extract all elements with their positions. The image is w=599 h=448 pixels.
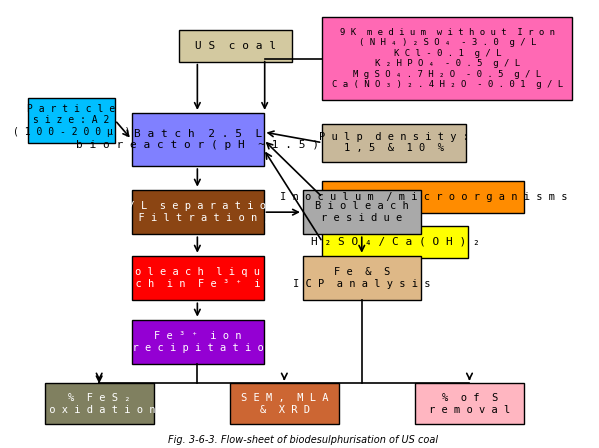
FancyBboxPatch shape bbox=[322, 181, 525, 213]
Text: F e ³ ⁺  i o n
p r e c i p i t a t i o n: F e ³ ⁺ i o n p r e c i p i t a t i o n bbox=[120, 331, 276, 353]
FancyBboxPatch shape bbox=[303, 256, 420, 301]
Text: H ₂ S O ₄ / C a ( O H ) ₂: H ₂ S O ₄ / C a ( O H ) ₂ bbox=[311, 237, 480, 247]
Text: %  F e S ₂
 o x i d a t i o n: % F e S ₂ o x i d a t i o n bbox=[43, 393, 156, 414]
FancyBboxPatch shape bbox=[322, 124, 465, 162]
Text: P a r t i c l e
s i z e : A 2
( 1 0 0 - 2 0 0 µ  ): P a r t i c l e s i z e : A 2 ( 1 0 0 - … bbox=[13, 103, 130, 137]
FancyBboxPatch shape bbox=[132, 319, 264, 364]
Text: %  o f  S
r e m o v a l: % o f S r e m o v a l bbox=[429, 393, 510, 414]
Text: 9 K  m e d i u m  w i t h o u t  I r o n
( N H ₄ ) ₂ S O ₄  - 3 . 0  g / L
K C l: 9 K m e d i u m w i t h o u t I r o n ( … bbox=[332, 28, 563, 89]
FancyBboxPatch shape bbox=[45, 383, 154, 424]
FancyBboxPatch shape bbox=[132, 190, 264, 234]
FancyBboxPatch shape bbox=[415, 383, 525, 424]
Text: B i o l e a c h  l i q u o r
( r i c h  i n  F e ³ ⁺  i o n ): B i o l e a c h l i q u o r ( r i c h i … bbox=[98, 267, 298, 289]
FancyBboxPatch shape bbox=[132, 113, 264, 166]
Text: S / L  s e p a r a t i o n
( F i l t r a t i o n ): S / L s e p a r a t i o n ( F i l t r a … bbox=[116, 201, 279, 223]
FancyBboxPatch shape bbox=[132, 256, 264, 301]
FancyBboxPatch shape bbox=[322, 226, 468, 258]
Text: U S  c o a l: U S c o a l bbox=[195, 41, 276, 51]
FancyBboxPatch shape bbox=[180, 30, 292, 62]
FancyBboxPatch shape bbox=[230, 383, 339, 424]
Text: F e  &  S
I C P  a n a l y s i s: F e & S I C P a n a l y s i s bbox=[293, 267, 431, 289]
Text: I n o c u l u m  / m i c r o o r g a n i s m s: I n o c u l u m / m i c r o o r g a n i … bbox=[280, 192, 567, 202]
Text: Fig. 3-6-3. Flow-sheet of biodesulphurisation of US coal: Fig. 3-6-3. Flow-sheet of biodesulphuris… bbox=[168, 435, 438, 445]
FancyBboxPatch shape bbox=[303, 190, 420, 234]
FancyBboxPatch shape bbox=[28, 98, 115, 142]
Text: P u l p  d e n s i t y :
1 , 5  &  1 0  %: P u l p d e n s i t y : 1 , 5 & 1 0 % bbox=[319, 132, 469, 154]
FancyBboxPatch shape bbox=[322, 17, 572, 100]
Text: B i o l e a c h
r e s i d u e: B i o l e a c h r e s i d u e bbox=[315, 201, 409, 223]
Text: B a t c h  2 . 5  L
b i o r e a c t o r ( p H  ~ 1 . 5 ): B a t c h 2 . 5 L b i o r e a c t o r ( … bbox=[76, 129, 319, 150]
Text: S E M ,  M L A
&  X R D: S E M , M L A & X R D bbox=[241, 393, 328, 414]
